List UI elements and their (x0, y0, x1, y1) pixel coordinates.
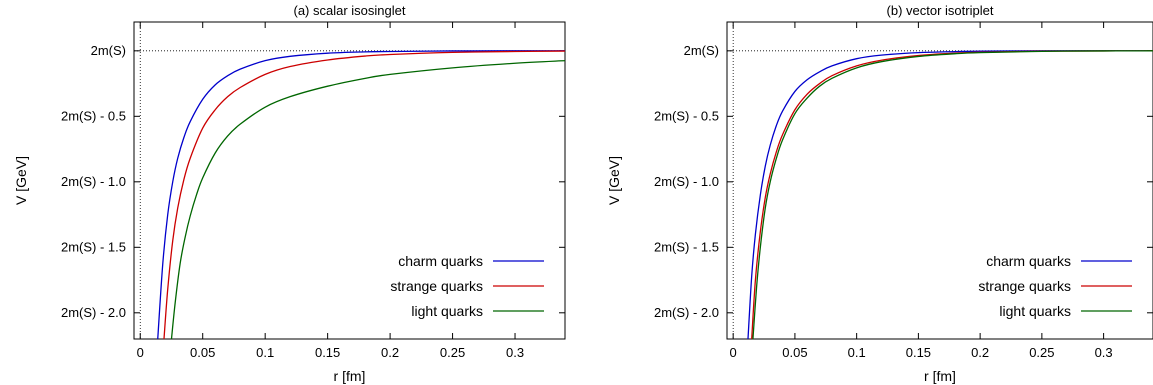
panel-b: 0 0.05 0.1 0.15 0.2 0.25 0.3 2m(S) 2m(S) - 0.5 2m… (606, 3, 1153, 384)
y-tick-label: 2m(S) (684, 43, 719, 58)
series-line-strange-quarks (163, 50, 565, 339)
x-tick-label: 0.1 (848, 345, 866, 360)
y-axis-label: V [GeV] (13, 156, 29, 205)
y-tick-label: 2m(S) - 0.5 (654, 108, 719, 123)
series-line-strange-quarks (751, 50, 1153, 339)
y-tick-label: 2m(S) - 2.0 (654, 305, 719, 320)
x-tick-label: 0 (137, 345, 144, 360)
y-tick-label: 2m(S) - 1.0 (654, 174, 719, 189)
plot-frame (726, 21, 1153, 340)
series-line-light-quarks (170, 59, 565, 339)
series-line-charm-quarks (747, 50, 1153, 339)
legend-label: strange quarks (390, 278, 483, 294)
x-tick-label: 0.3 (1095, 345, 1113, 360)
x-tick-label: 0.3 (506, 345, 524, 360)
x-tick-label: 0.15 (906, 345, 931, 360)
x-tick-label: 0.25 (440, 345, 465, 360)
legend-label: charm quarks (398, 253, 483, 269)
y-axis-label: V [GeV] (606, 156, 622, 205)
x-tick-label: 0.2 (381, 345, 399, 360)
x-tick-label: 0.1 (256, 345, 274, 360)
x-tick-label: 0.15 (315, 345, 340, 360)
legend-label: strange quarks (978, 278, 1071, 294)
y-tick-label: 2m(S) - 1.0 (61, 174, 126, 189)
plot-frame (133, 21, 566, 340)
x-tick-label: 0.05 (190, 345, 215, 360)
x-tick-label: 0 (730, 345, 737, 360)
legend-label: charm quarks (986, 253, 1071, 269)
x-axis-label: r [fm] (924, 368, 956, 384)
y-tick-label: 2m(S) - 2.0 (61, 305, 126, 320)
series-line-charm-quarks (157, 50, 565, 339)
y-tick-label: 2m(S) - 1.5 (61, 239, 126, 254)
x-tick-label: 0.05 (782, 345, 807, 360)
y-tick-label: 2m(S) - 1.5 (654, 239, 719, 254)
panel-a: 0 0.05 0.1 0.15 0.2 0.25 0.3 2m(S) 2m(S) - 0.5 2m… (13, 3, 566, 384)
y-tick-label: 2m(S) - 0.5 (61, 108, 126, 123)
legend-label: light quarks (999, 303, 1071, 319)
series-line-light-quarks (752, 50, 1153, 339)
x-tick-label: 0.25 (1029, 345, 1054, 360)
legend-label: light quarks (411, 303, 483, 319)
y-tick-label: 2m(S) (91, 43, 126, 58)
panel-title: (a) scalar isosinglet (294, 3, 406, 18)
x-tick-label: 0.2 (971, 345, 989, 360)
panel-title: (b) vector isotriplet (887, 3, 994, 18)
x-axis-label: r [fm] (334, 368, 366, 384)
